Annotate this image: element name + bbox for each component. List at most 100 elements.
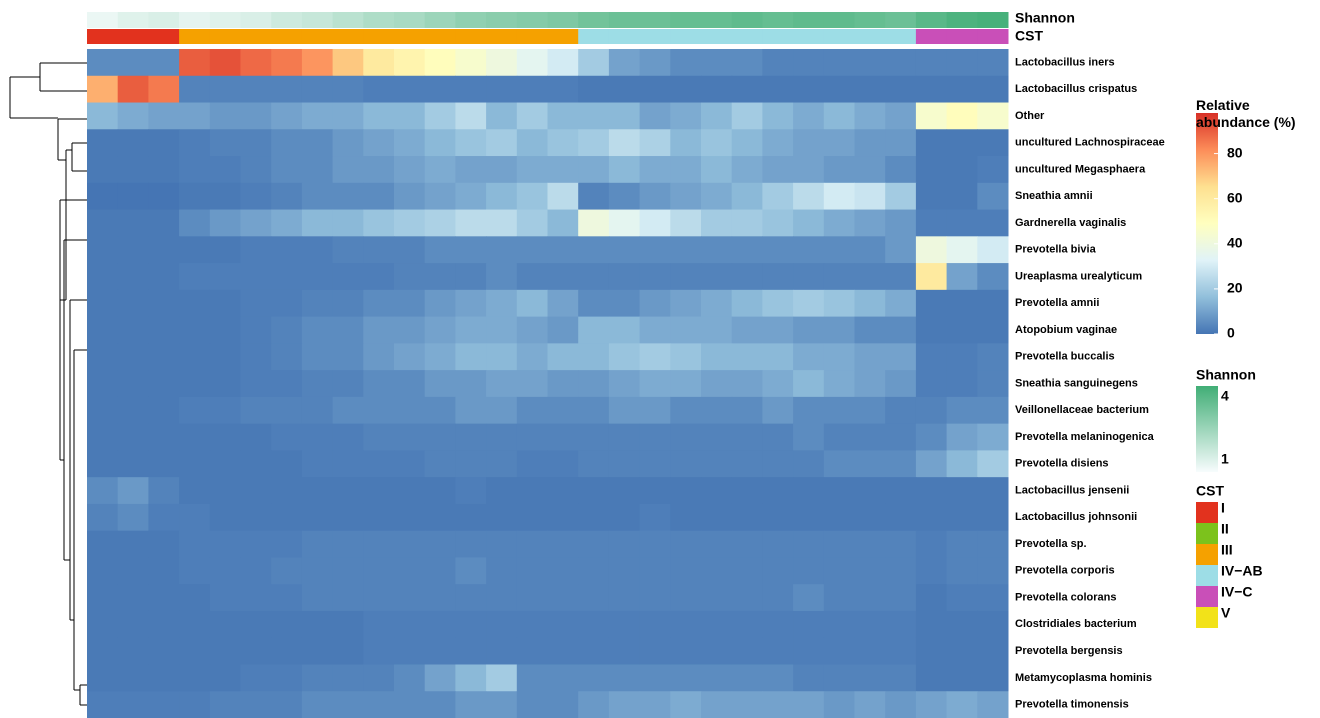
heat-cell xyxy=(179,691,211,718)
shannon-cell xyxy=(455,12,487,28)
heat-cell xyxy=(455,503,487,532)
heat-cell xyxy=(209,263,241,291)
heat-cell xyxy=(701,370,733,398)
row-label: Prevotella melaninogenica xyxy=(1015,431,1155,443)
heat-cell xyxy=(793,182,825,211)
heat-cell xyxy=(608,236,641,264)
heat-cell xyxy=(179,263,211,291)
heat-cell xyxy=(240,102,272,130)
heat-cell xyxy=(179,610,211,639)
heat-cell xyxy=(332,343,364,371)
heat-cell xyxy=(854,396,886,425)
heat-cell xyxy=(486,370,518,398)
heat-cell xyxy=(394,75,426,104)
heat-cell xyxy=(578,75,610,104)
heat-cell xyxy=(209,343,241,371)
heat-cell xyxy=(332,450,364,478)
heat-cell xyxy=(731,182,763,211)
heat-cell xyxy=(87,610,119,639)
heat-cell xyxy=(516,450,548,478)
heat-cell xyxy=(977,610,1009,639)
dendrogram xyxy=(9,62,87,706)
heat-cell xyxy=(731,637,763,665)
cst-cell xyxy=(301,29,334,44)
heat-cell xyxy=(486,316,518,344)
heat-cell xyxy=(455,75,487,104)
heat-cell xyxy=(670,263,702,291)
heat-cell xyxy=(179,423,211,451)
shannon-bar xyxy=(1196,386,1218,472)
heat-cell xyxy=(148,503,180,532)
heat-cell xyxy=(148,530,180,558)
heat-cell xyxy=(762,102,794,130)
heat-cell xyxy=(516,637,548,665)
heat-cell xyxy=(946,236,978,264)
heat-cell xyxy=(547,584,579,612)
heat-cell xyxy=(486,610,518,639)
heat-cell xyxy=(793,557,825,585)
heat-cell xyxy=(332,129,364,157)
heat-cell xyxy=(731,236,763,264)
heat-cell xyxy=(608,477,641,505)
heat-cell xyxy=(547,182,579,211)
heat-cell xyxy=(455,477,487,505)
heat-cell xyxy=(854,503,886,532)
heat-cell xyxy=(823,343,855,371)
heat-cell xyxy=(608,289,641,318)
heat-cell xyxy=(915,530,948,558)
heat-cell xyxy=(639,423,671,451)
heat-cell xyxy=(547,49,579,77)
heat-cell xyxy=(608,637,641,665)
heat-cell xyxy=(394,557,426,585)
heat-cell xyxy=(179,182,211,211)
heat-cell xyxy=(639,584,671,612)
heat-cell xyxy=(915,263,948,291)
heat-cell xyxy=(363,503,395,532)
heat-cell xyxy=(578,102,610,130)
heat-cell xyxy=(363,129,395,157)
heat-cell xyxy=(148,263,180,291)
heat-cell xyxy=(271,236,303,264)
color-bar xyxy=(1196,113,1218,334)
heat-cell xyxy=(762,477,794,505)
heat-cell xyxy=(394,343,426,371)
heat-cell xyxy=(240,530,272,558)
heat-cell xyxy=(762,182,794,211)
heat-cell xyxy=(271,396,303,425)
heat-cell xyxy=(301,49,334,77)
heat-cell xyxy=(977,49,1009,77)
heat-cell xyxy=(363,584,395,612)
heat-cell xyxy=(854,664,886,692)
heat-cell xyxy=(148,102,180,130)
heat-cell xyxy=(915,557,948,585)
heat-cell xyxy=(424,316,456,344)
heat-cell xyxy=(547,477,579,505)
heat-cell xyxy=(117,637,149,665)
heat-cell xyxy=(332,289,364,318)
heat-cell xyxy=(271,584,303,612)
heat-cell xyxy=(87,637,119,665)
heat-cell xyxy=(701,182,733,211)
heat-cell xyxy=(793,209,825,237)
heat-cell xyxy=(854,49,886,77)
shannon-cell xyxy=(271,12,303,28)
heat-cell xyxy=(547,75,579,104)
heat-cell xyxy=(670,396,702,425)
heat-cell xyxy=(547,263,579,291)
heat-cell xyxy=(670,129,702,157)
heat-cell xyxy=(946,557,978,585)
heat-cell xyxy=(209,236,241,264)
heat-cell xyxy=(332,263,364,291)
heat-cell xyxy=(977,450,1009,478)
heat-cell xyxy=(578,477,610,505)
heat-cell xyxy=(701,610,733,639)
heat-cell xyxy=(516,343,548,371)
cst-cell xyxy=(117,29,149,44)
heat-cell xyxy=(946,610,978,639)
heat-cell xyxy=(271,691,303,718)
heat-cell xyxy=(854,209,886,237)
heat-cell xyxy=(762,503,794,532)
heat-cell xyxy=(424,557,456,585)
heat-cell xyxy=(670,49,702,77)
heat-cell xyxy=(639,156,671,184)
